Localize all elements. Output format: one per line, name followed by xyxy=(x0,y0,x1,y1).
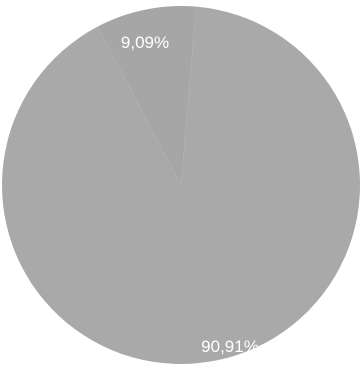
pie-slice-0 xyxy=(97,5,197,185)
pie-slice-label-1: 90,91% xyxy=(201,337,259,356)
pie-slices xyxy=(1,5,361,364)
pie-slice-label-0: 9,09% xyxy=(121,33,169,52)
pie-labels: 9,09% 90,91% xyxy=(121,33,259,356)
pie-slice-1 xyxy=(1,6,361,364)
